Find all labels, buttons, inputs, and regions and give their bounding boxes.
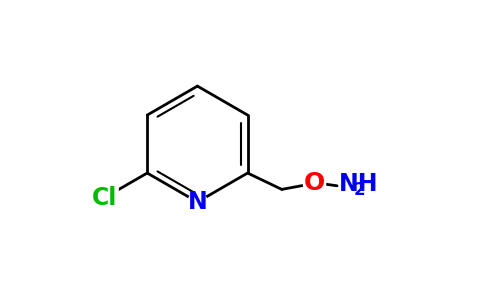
Text: N: N xyxy=(187,190,207,214)
Text: Cl: Cl xyxy=(91,186,117,210)
Text: 2: 2 xyxy=(354,181,365,199)
Text: NH: NH xyxy=(339,172,378,196)
Text: O: O xyxy=(303,171,324,195)
